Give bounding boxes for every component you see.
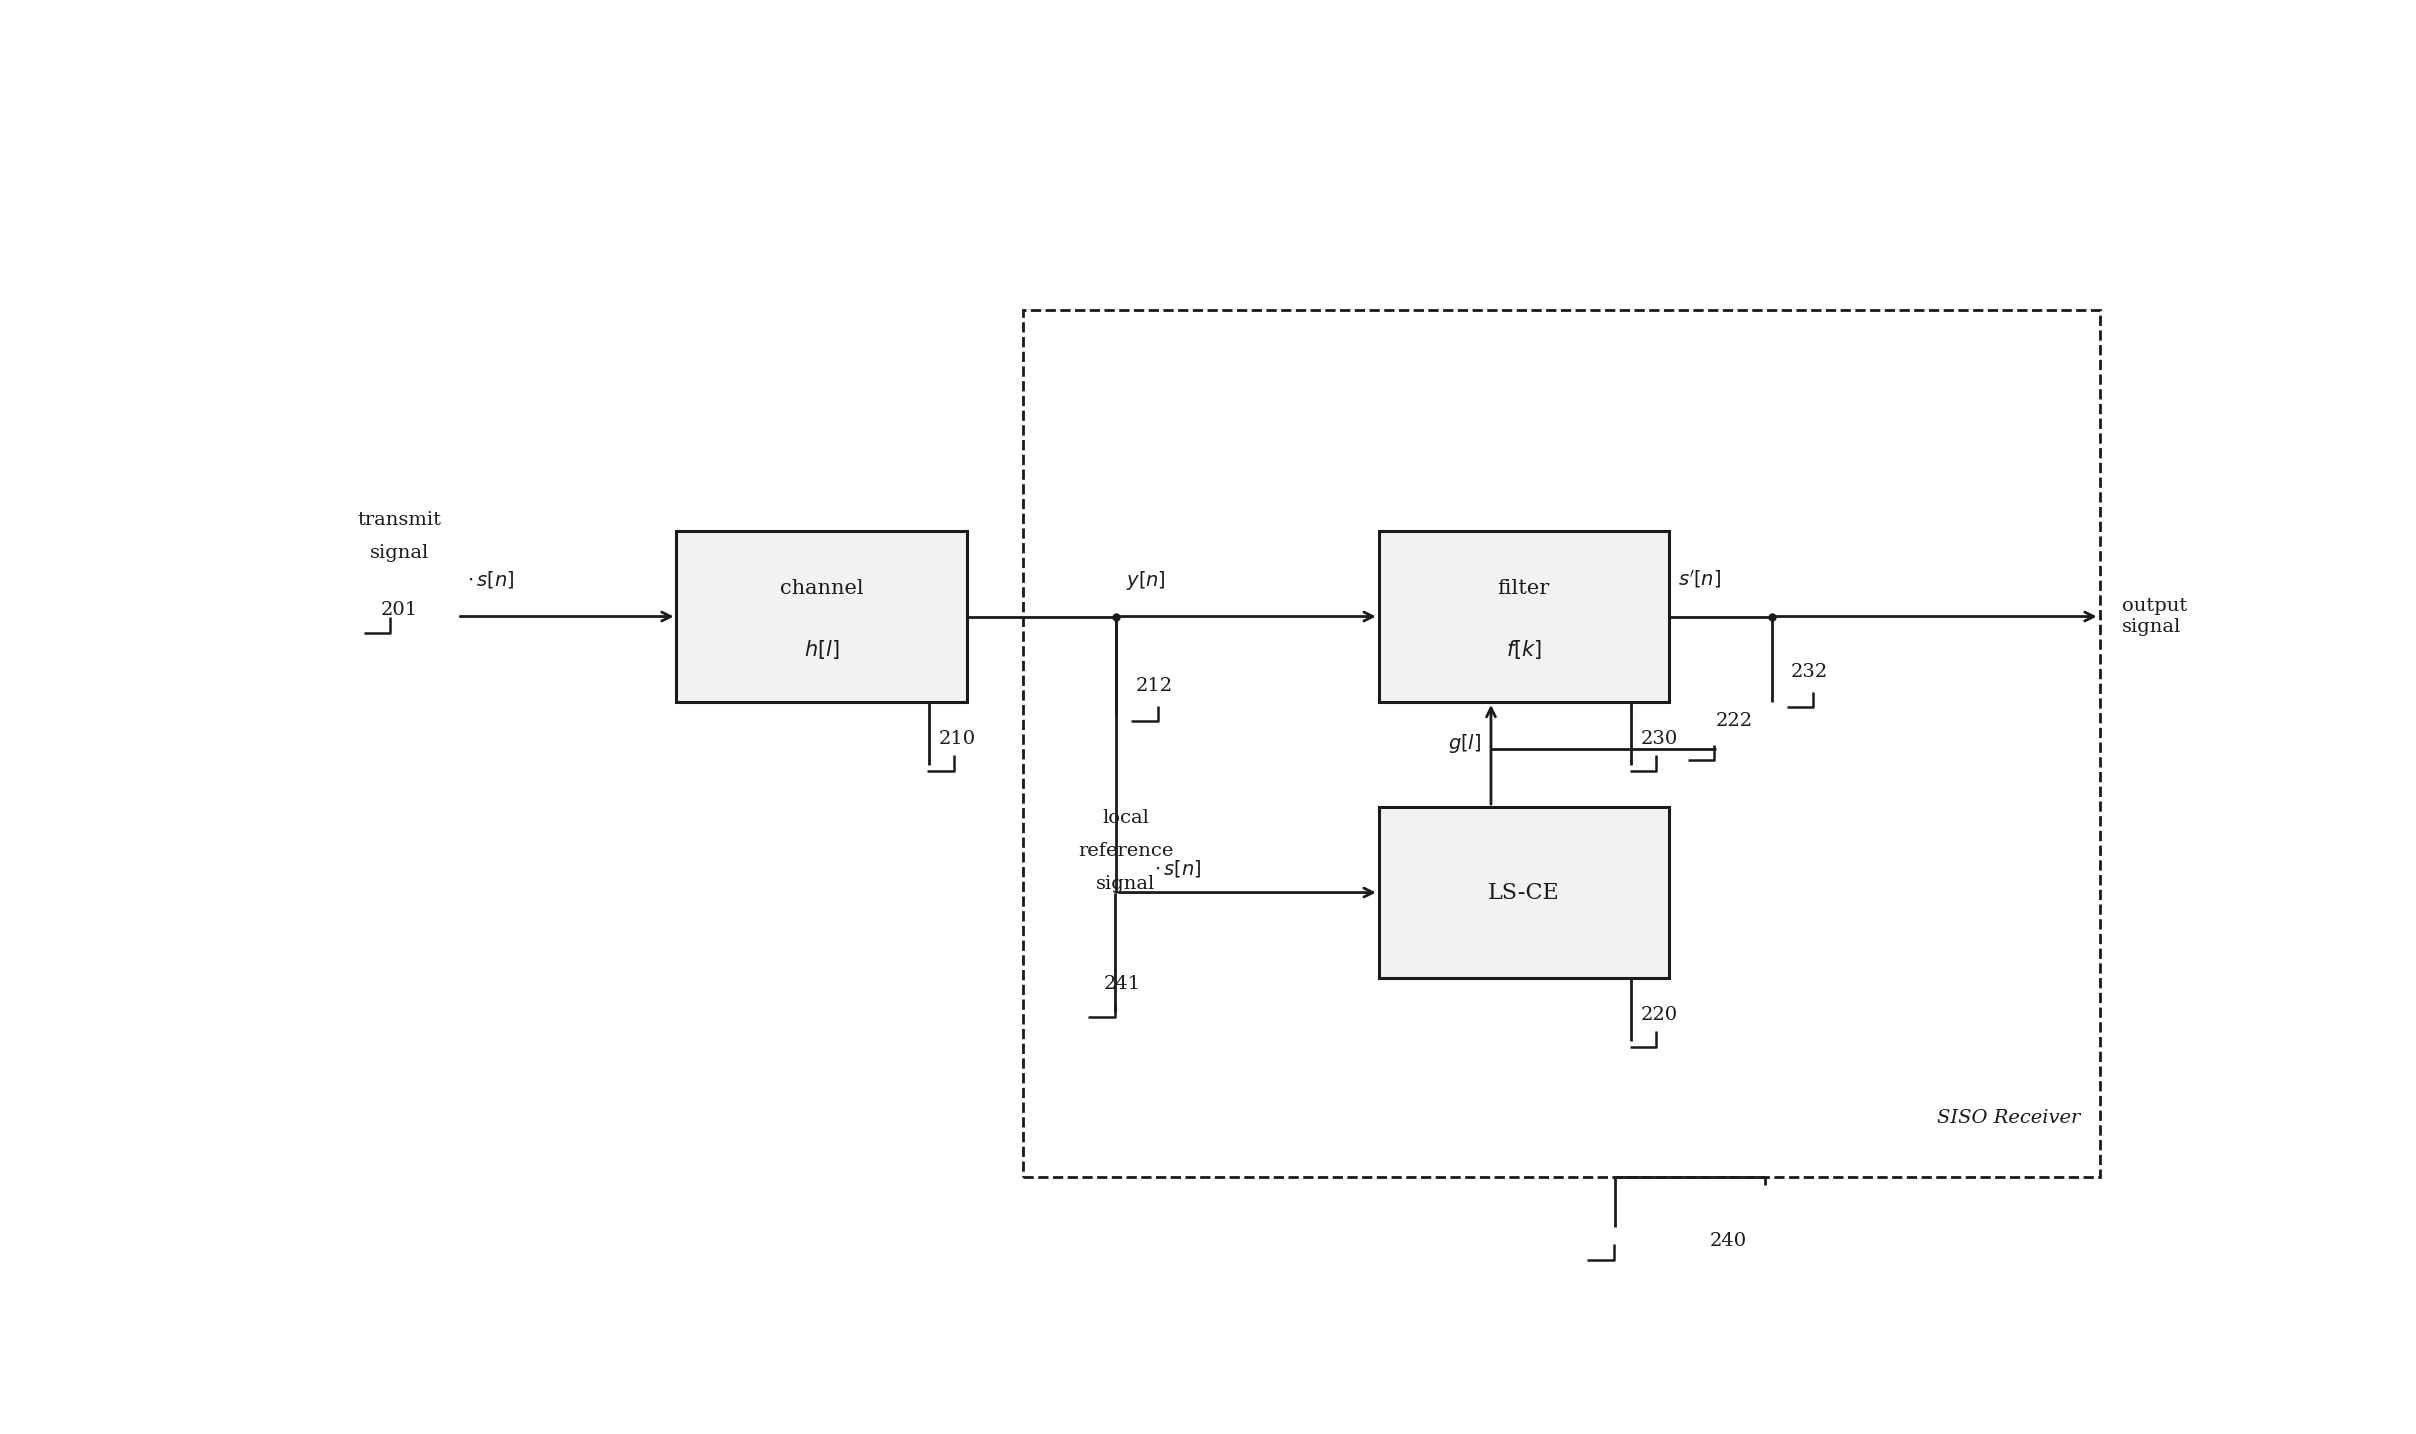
FancyBboxPatch shape: [1380, 531, 1669, 703]
Text: $y[n]$: $y[n]$: [1126, 569, 1167, 592]
Text: 240: 240: [1708, 1232, 1747, 1250]
Text: LS-CE: LS-CE: [1488, 882, 1561, 903]
Text: signal: signal: [1097, 875, 1155, 893]
Text: 201: 201: [382, 601, 418, 618]
Text: $f[k]$: $f[k]$: [1505, 638, 1541, 661]
Text: channel: channel: [780, 579, 863, 598]
Text: 212: 212: [1136, 677, 1172, 695]
Text: $\cdot\,s[n]$: $\cdot\,s[n]$: [466, 569, 515, 589]
FancyBboxPatch shape: [1380, 807, 1669, 978]
Text: SISO Receiver: SISO Receiver: [1938, 1108, 2080, 1127]
Text: 232: 232: [1790, 663, 1829, 681]
Text: output
signal: output signal: [2121, 597, 2186, 635]
Text: 241: 241: [1104, 975, 1140, 994]
Text: $g[l]$: $g[l]$: [1447, 731, 1481, 754]
Text: 222: 222: [1715, 713, 1752, 730]
Text: $h[l]$: $h[l]$: [805, 638, 838, 661]
Text: $\cdot\,s[n]$: $\cdot\,s[n]$: [1155, 859, 1201, 879]
Text: local: local: [1102, 809, 1150, 827]
Text: reference: reference: [1078, 842, 1174, 860]
Text: $s'[n]$: $s'[n]$: [1679, 568, 1723, 589]
Text: transmit: transmit: [358, 511, 442, 529]
Text: 220: 220: [1640, 1005, 1677, 1024]
Text: 210: 210: [937, 730, 976, 747]
Text: filter: filter: [1498, 579, 1551, 598]
FancyBboxPatch shape: [676, 531, 966, 703]
Text: 230: 230: [1640, 730, 1679, 747]
Text: signal: signal: [370, 543, 430, 562]
